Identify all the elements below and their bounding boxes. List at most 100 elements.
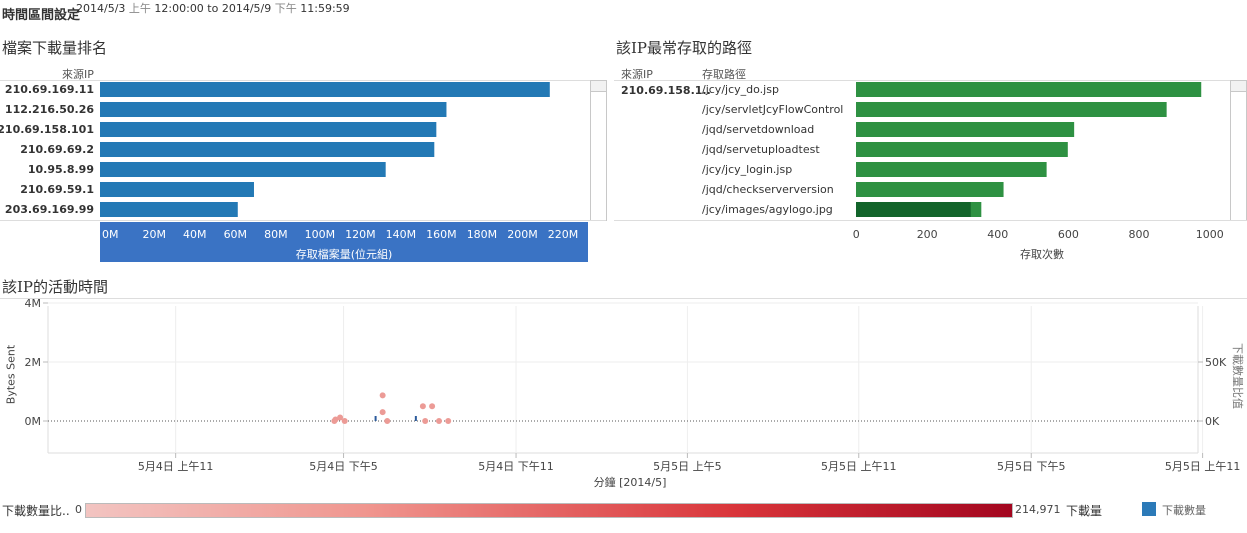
scatter-point[interactable] (341, 418, 348, 424)
left-category-label[interactable]: 203.69.169.99 (4, 203, 94, 216)
right-x-tick: 0 (852, 228, 860, 241)
range-start-ampm: 上午 (128, 2, 151, 15)
right-bar[interactable] (856, 102, 1167, 117)
time-range-value[interactable]: 2014/5/3 上午 12:00:00 to 2014/5/9 下午 11:5… (76, 0, 350, 16)
left-column-header: 來源IP (62, 68, 94, 81)
scatter-point[interactable] (379, 392, 386, 399)
left-category-label[interactable]: 210.69.169.11 (4, 83, 94, 96)
right-ip-value[interactable]: 210.69.158.1.. (621, 84, 711, 97)
legend-swatch-label: 下載數量 (1162, 504, 1206, 517)
right-bar[interactable] (856, 122, 1075, 137)
scatter-y-tick-label-left: 2M (25, 356, 42, 369)
scatter-point[interactable] (331, 418, 338, 424)
left-bar[interactable] (100, 162, 386, 177)
bottom-top-divider (0, 298, 1247, 299)
scatter-bar-mark[interactable] (414, 416, 417, 421)
right-bar-chart (856, 82, 1202, 217)
scatter-y-tick-label-right: 50K (1205, 356, 1227, 369)
scatter-x-tick-label: 5月5日 上午11 (821, 460, 897, 473)
bottom-x-axis-label: 分鐘 [2014/5] (593, 476, 667, 489)
right-scrollbar[interactable] (1230, 80, 1247, 221)
right-category-label[interactable]: /jqd/servetuploadtest (702, 143, 820, 156)
left-x-tick: 120M (345, 228, 376, 241)
left-category-label[interactable]: 210.69.158.101 (0, 123, 94, 136)
activity-scatter-chart: 5月4日 上午11 5月4日 下午5 5月4日 下午11 5月5日 上午5 5月5日 上… (25, 298, 1241, 473)
size-legend-label: 下載量 (1066, 504, 1103, 518)
left-x-tick: 20M (142, 228, 167, 241)
right-category-label[interactable]: /jcy/jcy_login.jsp (702, 163, 793, 176)
scatter-point[interactable] (419, 403, 426, 410)
scatter-point[interactable] (436, 418, 442, 424)
right-x-tick: 1000 (1195, 228, 1224, 241)
scatter-point[interactable] (445, 418, 452, 424)
range-end-time: 11:59:59 (300, 2, 350, 15)
right-x-axis: 存取次數 0 200 400 600 800 1000 (852, 222, 1228, 262)
scatter-y-tick-label-left: 4M (25, 298, 42, 310)
scatter-point[interactable] (384, 418, 391, 424)
left-scrollbar[interactable] (590, 80, 607, 221)
right-bar[interactable] (856, 162, 1047, 177)
left-x-axis-label: 存取檔案量(位元組) (295, 248, 393, 261)
right-x-tick: 200 (916, 228, 938, 241)
range-start-time: 12:00:00 to 2014/5/9 (154, 2, 272, 15)
left-x-axis: 存取檔案量(位元組) 0M 20M 40M 60M 80M 100M 120M 140M 160… (100, 222, 588, 262)
left-category-label[interactable]: 112.216.50.26 (4, 103, 94, 116)
scatter-y-tick-label-left: 0M (25, 415, 42, 428)
left-x-tick: 80M (264, 228, 288, 241)
right-bar[interactable] (856, 142, 1068, 157)
scatter-point[interactable] (379, 409, 386, 416)
left-bar[interactable] (100, 142, 435, 157)
color-legend-min: 0 (75, 503, 82, 516)
scatter-x-tick-label: 5月4日 下午5 (309, 460, 378, 473)
range-start: 2014/5/3 (76, 2, 126, 15)
right-category-label[interactable]: /jcy/images/agylogo.jpg (702, 203, 833, 216)
scatter-x-tick-label: 5月5日 上午5 (653, 460, 722, 473)
right-category-label[interactable]: /jcy/servletJcyFlowControl (702, 103, 844, 116)
right-x-tick: 400 (987, 228, 1009, 241)
right-category-label[interactable]: /jqd/checkserverversion (702, 183, 834, 196)
right-category-label[interactable]: /jcy/jcy_do.jsp (702, 83, 779, 96)
left-category-label[interactable]: 210.69.69.2 (20, 143, 94, 156)
left-category-label[interactable]: 210.69.59.1 (20, 183, 94, 196)
right-bar-highlight[interactable] (856, 202, 971, 217)
left-x-tick: 140M (385, 228, 417, 241)
left-x-tick: 0M (102, 228, 119, 241)
left-x-tick: 160M (426, 228, 457, 241)
right-column-header-path: 存取路徑 (702, 68, 746, 81)
time-range-label: 時間區間設定 (2, 8, 81, 23)
legend-swatch-download[interactable] (1142, 502, 1156, 516)
left-bar-chart (100, 82, 550, 217)
left-x-tick: 40M (183, 228, 207, 241)
left-bottom-divider (0, 220, 606, 221)
range-end-ampm: 下午 (274, 2, 297, 15)
left-x-tick: 200M (507, 228, 538, 241)
right-panel-title: 該IP最常存取的路徑 (616, 39, 753, 57)
left-bar[interactable] (100, 82, 550, 97)
left-x-tick: 100M (304, 228, 336, 241)
scatter-x-tick-label: 5月4日 下午11 (478, 460, 554, 473)
scatter-point[interactable] (422, 418, 429, 424)
color-legend-label: 下載數量比.. (2, 504, 70, 518)
right-category-label[interactable]: /jqd/servetdownload (702, 123, 815, 136)
right-scrollbar-thumb[interactable] (1231, 81, 1246, 92)
right-header-divider (614, 80, 1247, 81)
left-bar[interactable] (100, 182, 254, 197)
scatter-point[interactable] (337, 414, 344, 421)
bottom-panel-title: 該IP的活動時間 (2, 278, 109, 296)
scatter-y-tick-label-right: 0K (1205, 415, 1220, 428)
right-bar[interactable] (856, 182, 1004, 197)
left-header-divider (0, 80, 606, 81)
left-bar[interactable] (100, 102, 447, 117)
scatter-bar-mark[interactable] (374, 416, 377, 421)
color-legend-gradient (85, 503, 1013, 518)
right-bar[interactable] (856, 82, 1202, 97)
left-scrollbar-thumb[interactable] (591, 81, 606, 92)
scatter-point[interactable] (429, 403, 436, 410)
right-x-tick: 600 (1057, 228, 1079, 241)
scatter-x-tick-label: 5月5日 上午11 (1165, 460, 1241, 473)
scatter-x-tick-label: 5月5日 下午5 (997, 460, 1066, 473)
left-bar[interactable] (100, 202, 238, 217)
left-bar[interactable] (100, 122, 437, 137)
left-panel-title: 檔案下載量排名 (2, 39, 108, 57)
left-category-label[interactable]: 10.95.8.99 (27, 163, 94, 176)
